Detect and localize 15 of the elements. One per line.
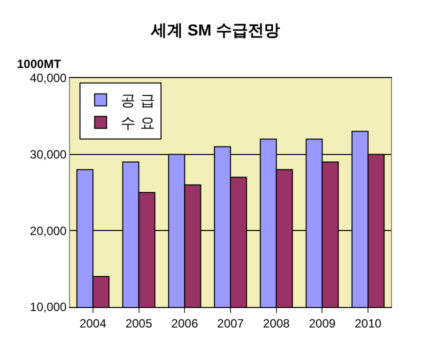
legend-label: 수 요 <box>120 115 155 132</box>
chart-title: 세계 SM 수급전망 <box>150 22 280 40</box>
x-tick-label: 2009 <box>308 316 336 330</box>
x-tick-label: 2010 <box>354 316 382 330</box>
x-tick-label: 2005 <box>125 316 152 330</box>
legend-label: 공 급 <box>120 92 155 110</box>
y-tick-label: 40,000 <box>30 71 67 86</box>
x-tick-label: 2007 <box>217 316 244 330</box>
y-tick-label: 30,000 <box>30 148 67 162</box>
x-tick-label: 2006 <box>171 316 198 330</box>
y-axis-title: 1000MT <box>17 57 62 71</box>
y-tick-label: 10,000 <box>30 300 67 314</box>
x-tick-label: 2008 <box>263 316 290 330</box>
y-tick-label: 20,000 <box>30 224 67 238</box>
x-tick-label: 2004 <box>80 316 107 330</box>
